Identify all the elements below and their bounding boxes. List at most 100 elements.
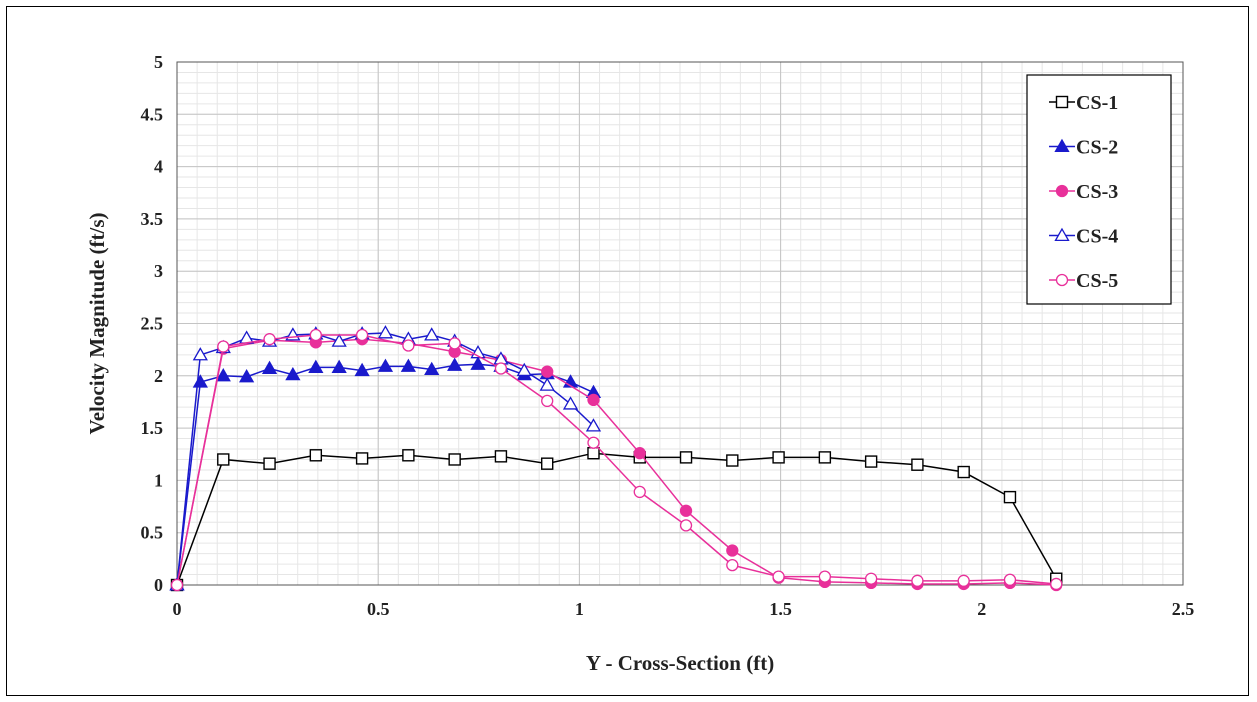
y-axis-tick-labels: 0 0.5 1 1.5 2 2.5 3 3.5 4 4.5 5 xyxy=(141,52,164,595)
series-line-cs-1 xyxy=(176,452,1057,586)
series-cs-1 xyxy=(170,447,1063,592)
x-axis-title: Y - Cross-Section (ft) xyxy=(586,651,774,675)
data-point-cs-5 xyxy=(1050,577,1063,591)
data-point-cs-1 xyxy=(448,453,461,466)
data-point-cs-4 xyxy=(331,333,347,347)
data-point-cs-5 xyxy=(818,570,832,583)
data-point-cs-5 xyxy=(309,328,322,342)
data-point-cs-2 xyxy=(424,361,440,376)
x-tick-label: 1 xyxy=(575,599,584,619)
legend-marker-cs-4 xyxy=(1054,227,1070,242)
data-point-cs-5 xyxy=(541,394,554,408)
data-point-cs-3 xyxy=(587,393,600,407)
x-tick-label: 0.5 xyxy=(367,599,390,619)
data-point-cs-1 xyxy=(864,455,878,468)
data-point-cs-4 xyxy=(539,377,555,391)
y-axis-title: Velocity Magnitude (ft/s) xyxy=(85,212,109,434)
data-point-cs-1 xyxy=(818,451,832,464)
data-point-cs-1 xyxy=(263,457,276,470)
data-point-cs-5 xyxy=(402,339,415,352)
series-cs-5 xyxy=(170,328,1063,592)
legend-label-cs-4: CS-4 xyxy=(1076,226,1118,248)
legend-box xyxy=(1026,74,1172,305)
data-point-cs-4 xyxy=(377,325,394,339)
data-point-cs-5 xyxy=(1003,573,1017,586)
data-point-cs-1 xyxy=(587,447,600,460)
series-cs-3 xyxy=(170,333,1063,592)
legend-marker-cs-2 xyxy=(1054,138,1070,153)
data-point-cs-4 xyxy=(424,327,440,341)
data-point-cs-1 xyxy=(217,453,230,466)
y-tick-label: 2.5 xyxy=(141,314,164,334)
legend: CS-1 CS-2 CS-3 CS-4 CS-5 xyxy=(1026,74,1172,305)
y-tick-label: 4 xyxy=(154,157,163,177)
data-point-cs-1 xyxy=(679,451,693,464)
legend-item-cs-4: CS-4 xyxy=(1049,226,1118,248)
legend-marker-cs-5 xyxy=(1055,273,1069,287)
legend-label-cs-3: CS-3 xyxy=(1076,181,1118,203)
data-point-cs-2 xyxy=(308,359,324,373)
y-tick-label: 0 xyxy=(154,575,163,595)
data-point-cs-4 xyxy=(238,330,255,344)
y-tick-label: 3 xyxy=(154,261,163,281)
data-point-cs-1 xyxy=(355,452,369,465)
data-point-cs-2 xyxy=(331,359,347,373)
data-point-cs-1 xyxy=(957,465,970,479)
data-point-cs-2 xyxy=(400,358,417,372)
data-point-cs-3 xyxy=(679,504,693,517)
data-point-cs-2 xyxy=(470,356,486,370)
data-point-cs-1 xyxy=(541,457,554,470)
legend-item-cs-2: CS-2 xyxy=(1049,137,1118,159)
legend-item-cs-3: CS-3 xyxy=(1049,181,1118,203)
series-line-cs-2 xyxy=(176,363,594,586)
data-point-cs-2 xyxy=(285,366,301,381)
x-tick-label: 0 xyxy=(173,599,182,619)
data-point-cs-3 xyxy=(726,544,739,557)
data-point-cs-5 xyxy=(726,558,739,572)
data-point-cs-5 xyxy=(217,340,230,353)
y-tick-label: 4.5 xyxy=(141,104,164,124)
y-tick-label: 0.5 xyxy=(141,523,164,543)
legend-marker-cs-3 xyxy=(1055,184,1069,198)
series-line-cs-5 xyxy=(176,334,1057,586)
data-point-cs-4 xyxy=(585,418,602,432)
data-point-cs-4 xyxy=(516,362,532,377)
legend-item-cs-5: CS-5 xyxy=(1049,270,1118,292)
legend-label-cs-5: CS-5 xyxy=(1076,270,1118,292)
data-point-cs-5 xyxy=(633,485,646,499)
x-tick-label: 2.5 xyxy=(1172,599,1195,619)
y-tick-label: 1 xyxy=(154,470,163,490)
data-point-cs-5 xyxy=(263,333,276,346)
x-tick-label: 2 xyxy=(977,599,986,619)
data-point-cs-1 xyxy=(772,451,785,464)
series-line-cs-3 xyxy=(176,338,1057,586)
data-point-cs-5 xyxy=(355,328,369,342)
series-layer xyxy=(169,325,1063,592)
data-point-cs-4 xyxy=(562,396,579,410)
data-point-cs-5 xyxy=(494,362,508,375)
y-tick-label: 3.5 xyxy=(141,209,164,229)
data-point-cs-5 xyxy=(679,519,693,532)
data-point-cs-3 xyxy=(633,447,646,460)
y-tick-label: 5 xyxy=(154,52,163,72)
data-point-cs-1 xyxy=(726,454,739,467)
data-point-cs-5 xyxy=(448,337,461,350)
legend-label-cs-2: CS-2 xyxy=(1076,137,1118,159)
y-tick-label: 1.5 xyxy=(141,418,164,438)
data-point-cs-5 xyxy=(957,574,970,587)
data-point-cs-5 xyxy=(864,572,878,585)
data-point-cs-1 xyxy=(309,449,323,462)
legend-item-cs-1: CS-1 xyxy=(1049,92,1118,114)
data-point-cs-2 xyxy=(238,369,255,383)
x-tick-label: 1.5 xyxy=(769,599,792,619)
data-point-cs-2 xyxy=(215,367,231,382)
data-point-cs-1 xyxy=(494,450,508,463)
data-point-cs-1 xyxy=(911,458,924,471)
data-point-cs-1 xyxy=(1003,490,1017,504)
y-tick-label: 2 xyxy=(154,366,163,386)
data-point-cs-2 xyxy=(377,358,394,372)
data-point-cs-4 xyxy=(192,347,208,361)
data-point-cs-5 xyxy=(772,570,785,583)
data-point-cs-5 xyxy=(911,574,924,587)
